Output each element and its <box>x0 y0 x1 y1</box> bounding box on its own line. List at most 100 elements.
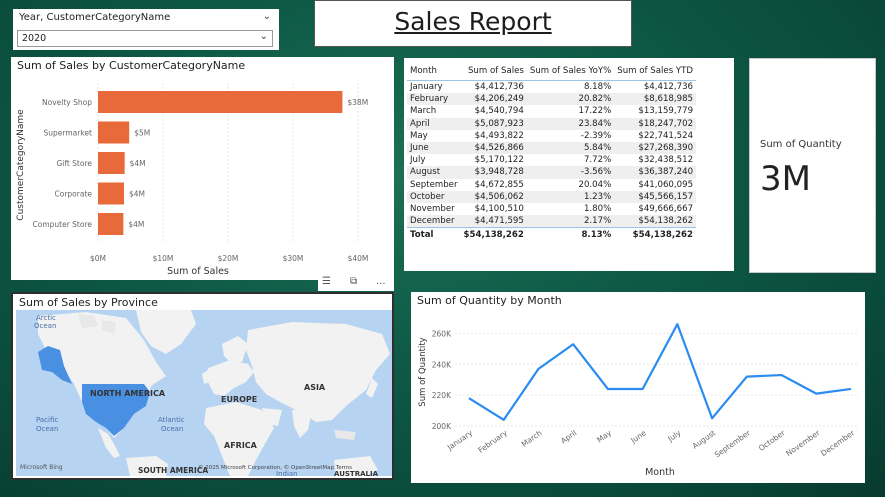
map-label-indian: Indian <box>276 470 298 476</box>
year-category-slicer[interactable]: Year, CustomerCategoryName ⌄ 2020 ⌄ <box>13 9 279 50</box>
x-tick-label: December <box>819 428 857 458</box>
table-cell: $32,438,512 <box>638 155 694 166</box>
x-tick-label: March <box>520 428 544 449</box>
bar-chart-svg: $0M $10M $20M $30M $40M Novelty Shop $38M Super… <box>16 83 369 277</box>
table-cell: $4,471,595 <box>460 215 527 228</box>
table-cell: April <box>407 117 461 130</box>
table-cell: December <box>407 215 461 228</box>
table-row: December $4,471,595 2.17% $54,138,262 <box>407 215 697 228</box>
table-cell: 23.84% <box>526 117 615 130</box>
map-label-asia: ASIA <box>304 383 326 392</box>
x-tick-label: February <box>476 428 509 455</box>
table-cell: 2.17% <box>526 215 615 228</box>
table-cell: 20.82% <box>526 93 615 106</box>
data-label: $4M <box>130 159 146 168</box>
y-tick-label: 260K <box>432 329 452 338</box>
total-row: Total $54,138,262 8.13% $54,138,262 <box>407 227 697 243</box>
report-title: Sales Report <box>394 7 552 36</box>
x-tick-label: May <box>595 428 613 445</box>
sales-by-category-chart[interactable]: Sum of Sales by CustomerCategoryName $0M… <box>11 57 394 280</box>
bar <box>98 121 130 144</box>
more-options-icon[interactable]: ... <box>376 276 386 287</box>
x-tick-label: November <box>784 428 822 458</box>
series-line <box>468 323 852 421</box>
x-tick-label: $30M <box>283 254 304 263</box>
table-cell: 17.22% <box>578 106 612 117</box>
table-cell: 1.80% <box>583 204 612 215</box>
column-header[interactable]: Sum of Sales YTD <box>614 62 697 81</box>
table-cell: 20.04% <box>578 179 612 190</box>
bing-logo: Microsoft Bing <box>20 464 63 471</box>
table-row: May $4,493,822 -2.39% $22,741,524 <box>407 130 696 142</box>
quantity-by-month-chart[interactable]: Sum of Quantity by Month 200K 220K 240K 260… <box>411 292 865 483</box>
table-cell: $4,493,822 <box>474 130 524 141</box>
table-cell: $27,268,390 <box>614 142 697 155</box>
table-cell: -3.56% <box>526 166 615 179</box>
map-label-arctic: Arctic Ocean <box>34 314 56 330</box>
chevron-down-icon[interactable]: ⌄ <box>262 11 271 22</box>
quantity-card[interactable]: Sum of Quantity 3M <box>749 58 876 273</box>
bar <box>98 182 124 205</box>
table-row: June $4,526,866 5.84% $27,268,390 <box>407 142 697 155</box>
sales-by-province-map[interactable]: Sum of Sales by Province <box>11 292 394 480</box>
table-cell: $18,247,702 <box>614 117 697 130</box>
data-label: $4M <box>128 220 144 229</box>
x-axis-label: Month <box>645 467 675 478</box>
table-cell: March <box>410 106 437 117</box>
table-row: November $4,100,510 1.80% $49,666,667 <box>407 203 696 215</box>
category-label: Gift Store <box>56 159 92 168</box>
x-axis-label: Sum of Sales <box>167 266 229 277</box>
x-tick-label: April <box>559 428 578 445</box>
chart-title: Sum of Sales by CustomerCategoryName <box>17 59 246 72</box>
filter-icon[interactable]: ☰ <box>322 276 331 287</box>
card-value: 3M <box>760 159 811 199</box>
total-cell: 8.13% <box>526 227 615 243</box>
table-row: April $5,087,923 23.84% $18,247,702 <box>407 117 697 130</box>
table-cell: September <box>410 179 458 190</box>
table-cell: October <box>407 190 461 204</box>
column-header[interactable]: Sum of Sales <box>460 62 527 81</box>
table-cell: -2.39% <box>580 130 612 141</box>
chevron-down-icon[interactable]: ⌄ <box>259 31 268 42</box>
category-label: Corporate <box>55 190 93 199</box>
slicer-selected-value: 2020 <box>22 33 47 44</box>
table-cell: $4,100,510 <box>474 204 524 215</box>
slicer-dropdown[interactable]: 2020 ⌄ <box>17 30 273 47</box>
data-label: $38M <box>347 98 368 107</box>
x-tick-label: $10M <box>153 254 174 263</box>
x-tick-label: $40M <box>348 254 369 263</box>
table-cell: February <box>407 93 461 106</box>
column-header[interactable]: Month <box>407 62 461 81</box>
y-axis-label: CustomerCategoryName <box>16 109 26 221</box>
x-tick-label: October <box>757 428 787 453</box>
chart-title: Sum of Sales by Province <box>19 296 158 309</box>
table-cell: $4,412,736 <box>643 82 694 92</box>
map-label-europe: EUROPE <box>221 395 257 404</box>
map-label-australia: AUSTRALIA <box>334 470 379 476</box>
card-label: Sum of Quantity <box>760 139 842 150</box>
y-tick-label: 220K <box>432 391 452 400</box>
line-chart-svg: 200K 220K 240K 260K January February March Apri… <box>418 323 857 478</box>
y-tick-label: 200K <box>432 422 452 431</box>
map-canvas[interactable]: Arctic Ocean NORTH AMERICA EUROPE ASIA AF… <box>16 310 392 476</box>
table-cell: $4,506,062 <box>460 190 527 204</box>
category-label: Supermarket <box>44 129 93 138</box>
table-cell: August <box>407 166 461 179</box>
table-cell: $4,412,736 <box>474 82 524 92</box>
bar <box>98 213 124 235</box>
data-label: $5M <box>134 129 150 138</box>
x-tick-label: June <box>628 428 648 446</box>
monthly-sales-table[interactable]: Month Sum of Sales Sum of Sales YoY% Sum of… <box>404 58 734 271</box>
report-title-box: Sales Report <box>314 0 632 47</box>
total-cell: $54,138,262 <box>460 227 527 243</box>
map-label-africa: AFRICA <box>224 441 258 450</box>
table-cell: $54,138,262 <box>614 215 697 228</box>
column-header[interactable]: Sum of Sales YoY% <box>526 62 615 81</box>
table-row: September $4,672,855 20.04% $41,060,095 <box>407 179 696 191</box>
focus-mode-icon[interactable]: ⧉ <box>350 276 358 287</box>
sales-table: Month Sum of Sales Sum of Sales YoY% Sum of… <box>407 62 697 243</box>
chart-title: Sum of Quantity by Month <box>417 294 562 307</box>
map-attribution[interactable]: © 2025 Microsoft Corporation, © OpenStre… <box>198 464 352 471</box>
x-tick-label: $0M <box>90 254 106 263</box>
bar <box>98 152 125 174</box>
